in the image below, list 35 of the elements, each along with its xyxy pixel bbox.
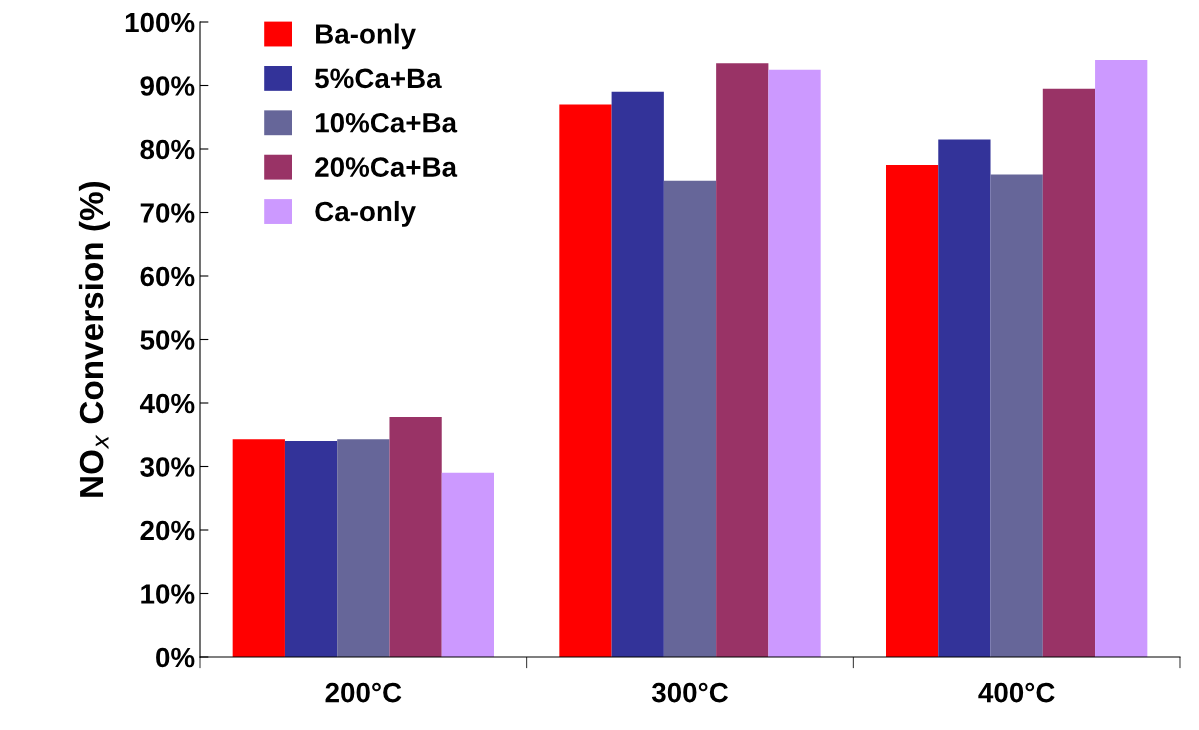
x-tick-label: 200°C xyxy=(325,682,402,703)
bar xyxy=(232,439,285,657)
y-tick-label: 40% xyxy=(139,393,195,414)
y-axis-title: NO$_{x}$ Conversion (%) xyxy=(78,181,110,497)
bar xyxy=(886,164,939,657)
y-tick-label: 90% xyxy=(140,76,195,96)
bar xyxy=(1095,60,1148,657)
bar xyxy=(284,441,338,657)
y-tick-label: 50% xyxy=(140,330,195,350)
y-tick-label: 70% xyxy=(140,203,195,223)
x-tick-label: 300°C xyxy=(651,682,728,703)
bar xyxy=(938,139,991,657)
bar xyxy=(611,91,664,657)
bar xyxy=(663,180,717,657)
bar xyxy=(389,416,442,657)
legend-label: Ca-only xyxy=(315,200,416,227)
legend-label: 20%Ca+Ba xyxy=(315,157,458,177)
bar xyxy=(768,69,821,657)
y-tick-label: 80% xyxy=(140,139,195,160)
y-tick-label: 60% xyxy=(140,266,195,287)
bar xyxy=(441,472,494,657)
bar xyxy=(716,63,769,657)
bar xyxy=(559,104,612,657)
y-tick-label: 10% xyxy=(141,584,195,604)
y-tick-label: 100% xyxy=(125,12,195,33)
x-tick-label: 400°C xyxy=(978,682,1055,703)
y-tick-label: 30% xyxy=(140,457,195,477)
bar xyxy=(1042,88,1096,657)
bar xyxy=(990,174,1043,657)
bar xyxy=(337,439,390,657)
y-tick-label: 0% xyxy=(156,647,195,668)
legend-label: 10%Ca+Ba xyxy=(315,112,458,133)
y-tick-label: 20% xyxy=(140,520,195,541)
legend-label: 5%Ca+Ba xyxy=(315,68,442,89)
legend-label: Ba-only xyxy=(316,23,416,50)
